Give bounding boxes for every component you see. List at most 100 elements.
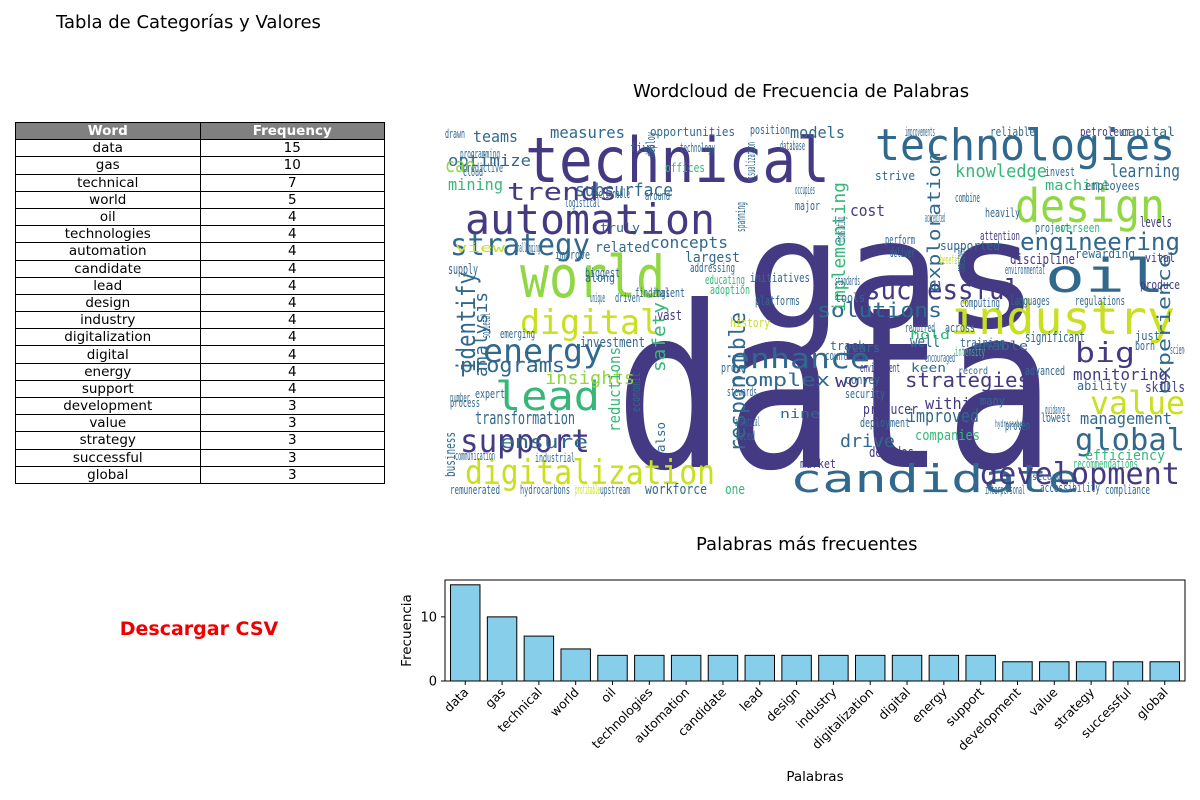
wordcloud-word: recommendations (1073, 457, 1138, 471)
word-cell: successful (15, 448, 201, 467)
plot-frame (444, 579, 1186, 682)
word-cell: data (15, 139, 201, 158)
table-row: candidate 4 (15, 259, 385, 278)
wordcloud-word: addressing (690, 261, 735, 275)
word-cell: industry (15, 311, 201, 330)
wordcloud-word: lowest (1041, 411, 1071, 425)
bar (891, 654, 923, 682)
wordcloud-word: remunerated (450, 483, 500, 497)
wordcloud-word: improved (907, 406, 979, 427)
wordcloud-word: economic (629, 372, 643, 412)
table-row: world 5 (15, 190, 385, 209)
wordcloud-word: record (958, 366, 988, 377)
bar (450, 584, 481, 682)
wordcloud-word: science (1170, 343, 1185, 357)
wordcloud-word: energy (483, 332, 603, 370)
table-row: successful 3 (15, 448, 385, 467)
wordcloud-word: second (1032, 472, 1062, 483)
wordcloud-word: findings (635, 286, 670, 300)
wordcloud-word: tools (835, 291, 865, 305)
wordcloud-word: models (790, 123, 845, 142)
wordcloud-word: unique (590, 291, 605, 305)
wordcloud-word: petroleum (1080, 125, 1130, 139)
wordcloud-word: work (835, 371, 885, 392)
table-row: global 3 (15, 465, 385, 484)
wordcloud-word: market (800, 457, 836, 471)
wordcloud-word: deploy (644, 132, 658, 157)
wordcloud-word: design (1015, 179, 1165, 233)
table-row: support 4 (15, 379, 385, 399)
wordcloud-word: adoption (710, 283, 750, 297)
wordcloud-word: drawn (445, 127, 465, 141)
wordcloud-word: employees (1085, 179, 1140, 193)
wordcloud-word: deployment (860, 416, 910, 430)
wordcloud-word: cost (850, 201, 885, 220)
wordcloud-word: subsurface (575, 180, 673, 201)
wordcloud-word: identify (452, 272, 482, 372)
wordcloud-word: experience (1154, 254, 1175, 394)
frequency-cell: 5 (199, 190, 385, 209)
frequency-cell: 4 (199, 293, 385, 313)
wordcloud-word: process (450, 396, 480, 410)
wordcloud-word: ability (1077, 379, 1127, 393)
wordcloud-word: capital (1120, 125, 1175, 139)
wordcloud-word: driven (615, 291, 640, 305)
wordcloud-word: successful (865, 273, 1020, 306)
wordcloud-word: environment (860, 361, 900, 375)
wordcloud-word: environmental (1005, 263, 1045, 277)
wordcloud-word: cloud (463, 165, 483, 179)
wordcloud-word: offices (665, 161, 705, 175)
wordcloud-word: enhance (730, 342, 870, 375)
wordcloud-word: accessibility (1040, 481, 1100, 495)
table-row: technical 7 (15, 173, 385, 192)
wordcloud-word: largest (685, 250, 740, 266)
word-cell: digital (15, 345, 201, 364)
wordcloud-word: interpersonal (985, 483, 1025, 497)
wordcloud-word: platforms (755, 294, 800, 308)
wordcloud-word: can (445, 153, 475, 177)
frequency-cell: 15 (199, 139, 385, 158)
bar (818, 654, 849, 682)
bar (523, 635, 555, 682)
x-tick-label: value (1026, 684, 1061, 719)
word-cell: gas (15, 156, 201, 175)
wordcloud-word: development (980, 457, 1180, 492)
wordcloud-word: countries (825, 349, 865, 363)
wordcloud-word: communication (455, 449, 495, 463)
wordcloud-word: teams (473, 127, 518, 146)
wordcloud-word: decades (869, 445, 914, 461)
download-csv-link[interactable]: Descargar CSV (119, 618, 279, 640)
x-tick-label: global (1133, 685, 1171, 723)
wordcloud-word: predictive (463, 161, 503, 175)
wordcloud-word: truly (600, 221, 640, 235)
wordcloud-word: benefit (940, 253, 960, 267)
frequency-cell: 10 (199, 156, 385, 175)
wordcloud-word: just (1135, 329, 1160, 343)
word-cell: value (15, 414, 201, 433)
table-row: design 4 (15, 293, 385, 313)
wordcloud-word: automation (465, 195, 715, 244)
wordcloud-word: database (780, 139, 805, 153)
bar (1002, 661, 1033, 682)
frequency-cell: 4 (199, 345, 385, 364)
wordcloud-word: enable (973, 339, 1028, 353)
wordcloud-word: workforce (645, 482, 707, 497)
wordcloud-word: expert (475, 387, 505, 401)
wordcloud-word: keen (911, 361, 946, 375)
table-row: technologies 4 (15, 225, 385, 244)
wordcloud-word: standards (835, 274, 860, 288)
wordcloud-word: programming (460, 147, 500, 161)
wordcloud-word: born (1135, 339, 1155, 353)
word-cell: strategy (15, 431, 201, 450)
wordcloud-word: rewarding (1075, 247, 1135, 261)
word-cell: automation (15, 242, 201, 261)
bar (854, 654, 886, 682)
wordcloud-word: along (585, 271, 615, 285)
wordcloud-word: major (795, 199, 820, 213)
wordcloud-word: strive (875, 169, 915, 183)
wordcloud-word: challenging (515, 241, 540, 255)
wordcloud-word: support (460, 422, 590, 460)
wordcloud-word: project (1035, 221, 1070, 235)
word-cell: support (15, 379, 201, 399)
wordcloud-word: educating (705, 273, 745, 287)
